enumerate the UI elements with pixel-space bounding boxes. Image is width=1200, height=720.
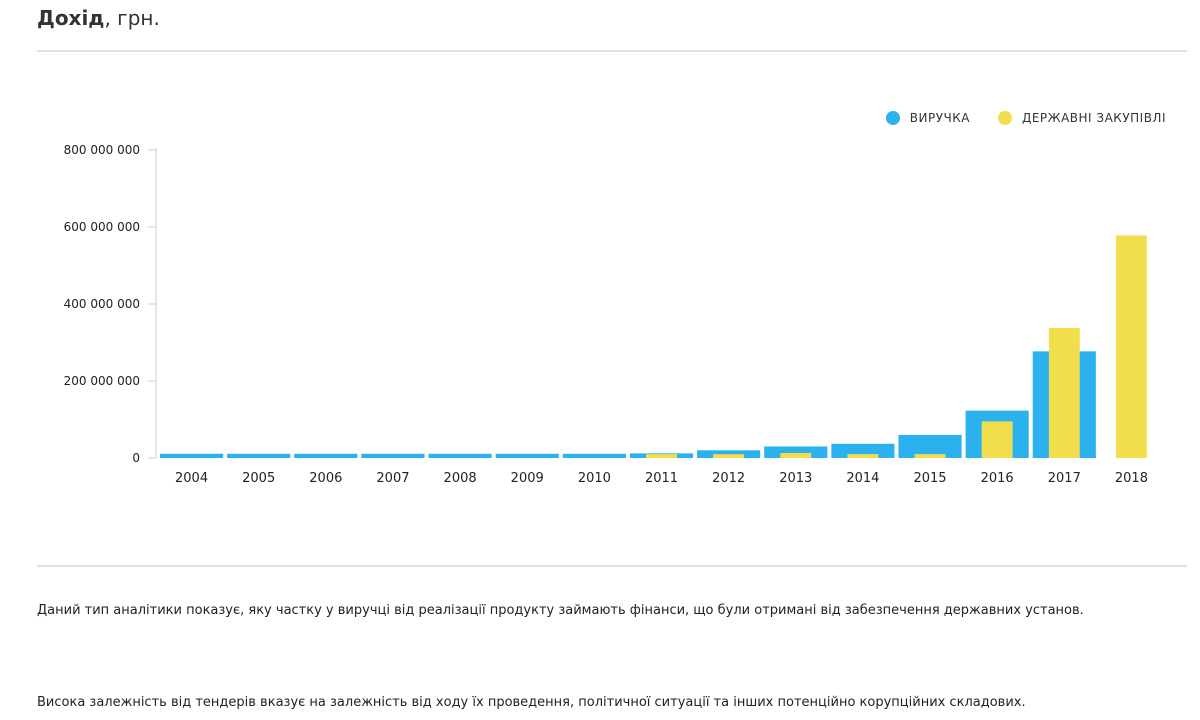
x-tick-label: 2009 xyxy=(511,471,544,486)
x-tick-label: 2018 xyxy=(1115,471,1148,486)
bar-revenue-2013[interactable] xyxy=(764,446,828,458)
y-axis: 0 200 000 000 400 000 000 600 000 000 800 00… xyxy=(64,143,157,465)
bar-revenue-2010[interactable] xyxy=(562,453,626,458)
x-tick-label: 2011 xyxy=(645,471,678,486)
x-tick-label: 2010 xyxy=(578,471,611,486)
bar-revenue-2015[interactable] xyxy=(898,434,962,458)
chart-title: Дохід, грн. xyxy=(37,6,160,30)
x-tick-label: 2005 xyxy=(242,471,275,486)
y-tick-label: 400 000 000 xyxy=(64,297,140,311)
description-paragraph-1: Даний тип аналітики показує, яку частку … xyxy=(37,603,1084,618)
bar-procurement-2017[interactable] xyxy=(1048,327,1080,458)
bar-procurement-2012[interactable] xyxy=(713,454,745,458)
x-tick-label: 2008 xyxy=(444,471,477,486)
x-tick-label: 2004 xyxy=(175,471,208,486)
y-tick-label: 800 000 000 xyxy=(64,143,140,157)
x-tick-label: 2017 xyxy=(1048,471,1081,486)
legend-dot-procurement xyxy=(997,111,1012,125)
y-tick-label: 600 000 000 xyxy=(64,220,140,234)
x-tick-label: 2014 xyxy=(846,471,879,486)
bar-revenue-2009[interactable] xyxy=(495,453,559,458)
bar-revenue-2005[interactable] xyxy=(227,453,291,458)
bar-revenue-2014[interactable] xyxy=(831,443,895,458)
bar-procurement-2015[interactable] xyxy=(914,454,946,458)
legend-label-revenue: ВИРУЧКА xyxy=(909,111,970,125)
y-tick-label: 0 xyxy=(132,451,140,465)
legend-item-revenue[interactable]: ВИРУЧКА xyxy=(885,111,970,125)
bar-procurement-2014[interactable] xyxy=(847,454,879,458)
bottom-divider xyxy=(37,565,1187,567)
legend-dot-revenue xyxy=(885,111,900,125)
x-tick-label: 2013 xyxy=(779,471,812,486)
x-tick-label: 2007 xyxy=(376,471,409,486)
top-divider xyxy=(37,50,1187,52)
y-tick-label: 200 000 000 xyxy=(64,374,140,388)
x-tick-label: 2012 xyxy=(712,471,745,486)
chart-title-bold: Дохід xyxy=(37,6,105,30)
x-axis: 2004 2005 2006 2007 2008 2009 2010 2011 2012 2013… xyxy=(175,471,1148,486)
bar-procurement-2011[interactable] xyxy=(646,454,677,458)
bar-revenue-2006[interactable] xyxy=(294,453,358,458)
bar-revenue-2008[interactable] xyxy=(428,453,492,458)
chart-title-rest: , грн. xyxy=(104,6,160,30)
x-tick-label: 2016 xyxy=(981,471,1014,486)
legend-label-procurement: ДЕРЖАВНІ ЗАКУПІВЛІ xyxy=(1021,111,1166,125)
x-tick-label: 2006 xyxy=(309,471,342,486)
legend-item-procurement[interactable]: ДЕРЖАВНІ ЗАКУПІВЛІ xyxy=(997,111,1166,125)
x-tick-label: 2015 xyxy=(913,471,946,486)
bar-revenue-2007[interactable] xyxy=(361,453,425,458)
revenue-chart: 0 200 000 000 400 000 000 600 000 000 800 00… xyxy=(64,143,1148,486)
bar-revenue-2004[interactable] xyxy=(160,453,224,458)
bar-procurement-2013[interactable] xyxy=(780,452,812,458)
chart-legend: ВИРУЧКА ДЕРЖАВНІ ЗАКУПІВЛІ xyxy=(858,111,1166,125)
bar-procurement-2016[interactable] xyxy=(981,421,1013,458)
bar-procurement-2018[interactable] xyxy=(1115,235,1147,458)
description-paragraph-2: Висока залежність від тендерів вказує на… xyxy=(37,695,1026,710)
chart-bars xyxy=(160,235,1147,458)
